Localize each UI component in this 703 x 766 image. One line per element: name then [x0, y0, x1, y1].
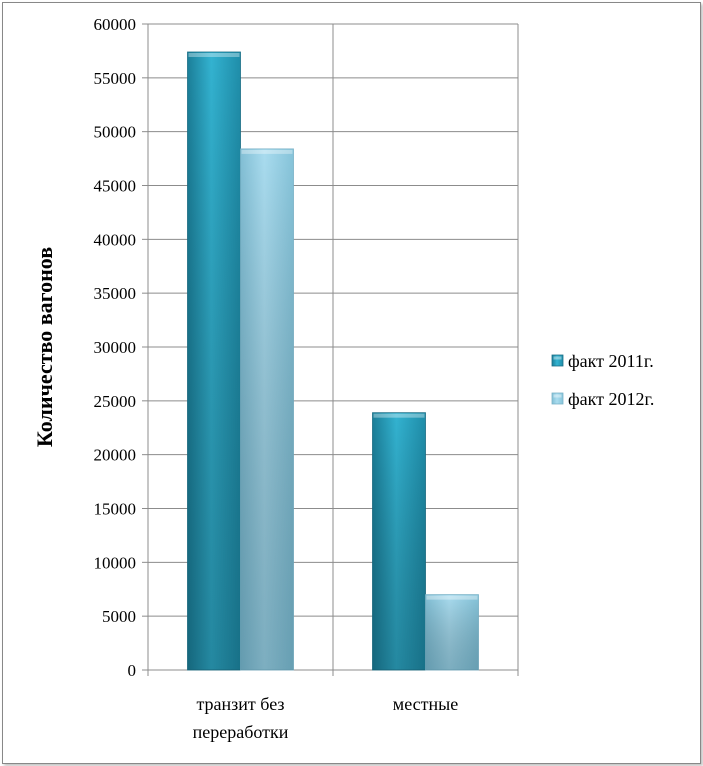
- x-category-line: местные: [393, 694, 458, 714]
- bar: [240, 148, 294, 671]
- bar: [187, 51, 241, 671]
- bar-bevel: [188, 52, 240, 57]
- bar-bevel: [373, 413, 425, 418]
- legend-swatch: [551, 354, 564, 367]
- y-axis-label: Количество вагонов: [32, 247, 57, 447]
- legend-swatch-bevel: [553, 394, 562, 398]
- y-tick-label: 0: [128, 661, 137, 680]
- legend: факт 2011г. факт 2012г.: [551, 351, 654, 409]
- y-tick-label: 25000: [94, 392, 137, 411]
- y-tick-label: 20000: [94, 446, 137, 465]
- bar-bevel: [426, 595, 478, 600]
- bar-bevel: [241, 149, 293, 154]
- y-tick-label: 5000: [102, 607, 136, 626]
- legend-swatch-bevel: [553, 356, 562, 360]
- y-tick-label: 60000: [94, 15, 137, 34]
- x-category-line: переработки: [193, 722, 289, 742]
- bar-shade: [187, 51, 241, 670]
- bar-shade: [372, 412, 426, 670]
- bar-shade: [425, 594, 479, 670]
- legend-label: факт 2011г.: [568, 351, 654, 371]
- x-axis-categories: транзит без переработки местные: [193, 694, 459, 742]
- bars: [187, 51, 479, 671]
- bar: [372, 412, 426, 671]
- bar-shade: [240, 148, 294, 671]
- x-category-label: транзит без переработки: [193, 694, 289, 742]
- y-tick-label: 45000: [94, 177, 137, 196]
- y-tick-label: 10000: [94, 553, 137, 572]
- legend-item: факт 2012г.: [551, 389, 654, 409]
- y-tick-label: 35000: [94, 284, 137, 303]
- x-category-label: местные: [393, 694, 458, 714]
- y-tick-label: 55000: [94, 69, 137, 88]
- legend-item: факт 2011г.: [551, 351, 654, 371]
- legend-label: факт 2012г.: [568, 389, 654, 409]
- y-axis-ticks: 0 5000 10000 15000 20000 25000 30000 35000 40000…: [94, 15, 137, 680]
- y-tick-label: 30000: [94, 338, 137, 357]
- legend-swatch: [551, 392, 564, 405]
- y-tick-label: 40000: [94, 230, 137, 249]
- y-tick-label: 50000: [94, 123, 137, 142]
- x-category-line: транзит без: [196, 694, 284, 714]
- bar: [425, 594, 479, 671]
- y-tick-label: 15000: [94, 500, 137, 519]
